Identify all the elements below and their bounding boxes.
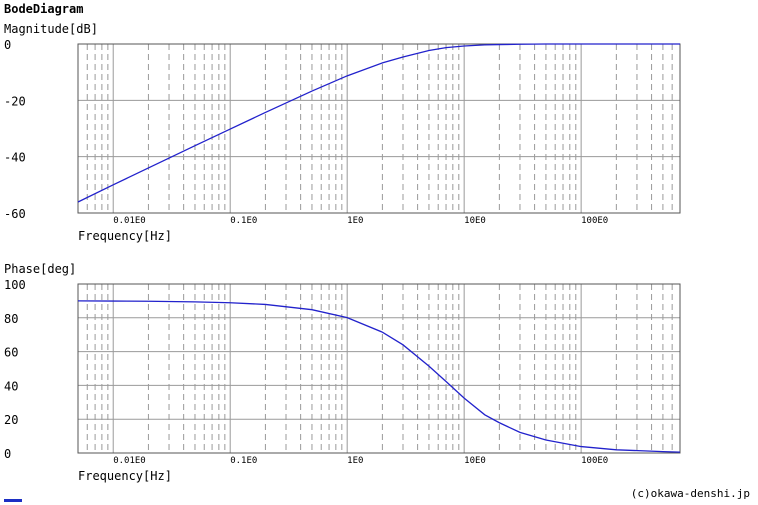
chart2-ytick-label: 20: [4, 413, 18, 427]
chart2-xlabel: Frequency[Hz]: [78, 469, 172, 483]
chart1-xtick-label: 0.1E0: [230, 216, 257, 226]
chart1-ytick-label: -60: [4, 207, 26, 221]
chart1-xtick-label: 100E0: [581, 216, 608, 226]
chart2-ytick-label: 40: [4, 379, 18, 393]
chart1-ylabel: Magnitude[dB]: [4, 22, 98, 36]
chart2-frame: [77, 283, 681, 454]
chart2-ytick-label: 0: [4, 447, 11, 461]
chart1-series-line: [77, 43, 680, 203]
chart1-frame: [77, 43, 681, 214]
chart2-ytick-label: 80: [4, 312, 18, 326]
chart2-xtick-label: 0.1E0: [230, 456, 257, 466]
chart2-ylabel: Phase[deg]: [4, 262, 76, 276]
chart1-xlabel: Frequency[Hz]: [78, 229, 172, 243]
chart-title: BodeDiagram: [4, 2, 84, 16]
chart1-ytick-label: -20: [4, 94, 26, 108]
chart1-xtick-label: 0.01E0: [113, 216, 146, 226]
chart2-xtick-label: 100E0: [581, 456, 608, 466]
chart2-xtick-label: 1E0: [347, 456, 363, 466]
chart2-xtick-label: 10E0: [464, 456, 486, 466]
chart1-ytick-label: -40: [4, 151, 26, 165]
legend-swatch: [4, 499, 22, 502]
chart2-ytick-label: 100: [4, 278, 26, 292]
chart1-xtick-label: 1E0: [347, 216, 363, 226]
chart2-xtick-label: 0.01E0: [113, 456, 146, 466]
chart1-xtick-label: 10E0: [464, 216, 486, 226]
credit-text: (c)okawa-denshi.jp: [630, 487, 750, 500]
chart2-series-line: [77, 300, 681, 453]
chart2-ytick-label: 60: [4, 346, 18, 360]
chart1-ytick-label: 0: [4, 38, 11, 52]
